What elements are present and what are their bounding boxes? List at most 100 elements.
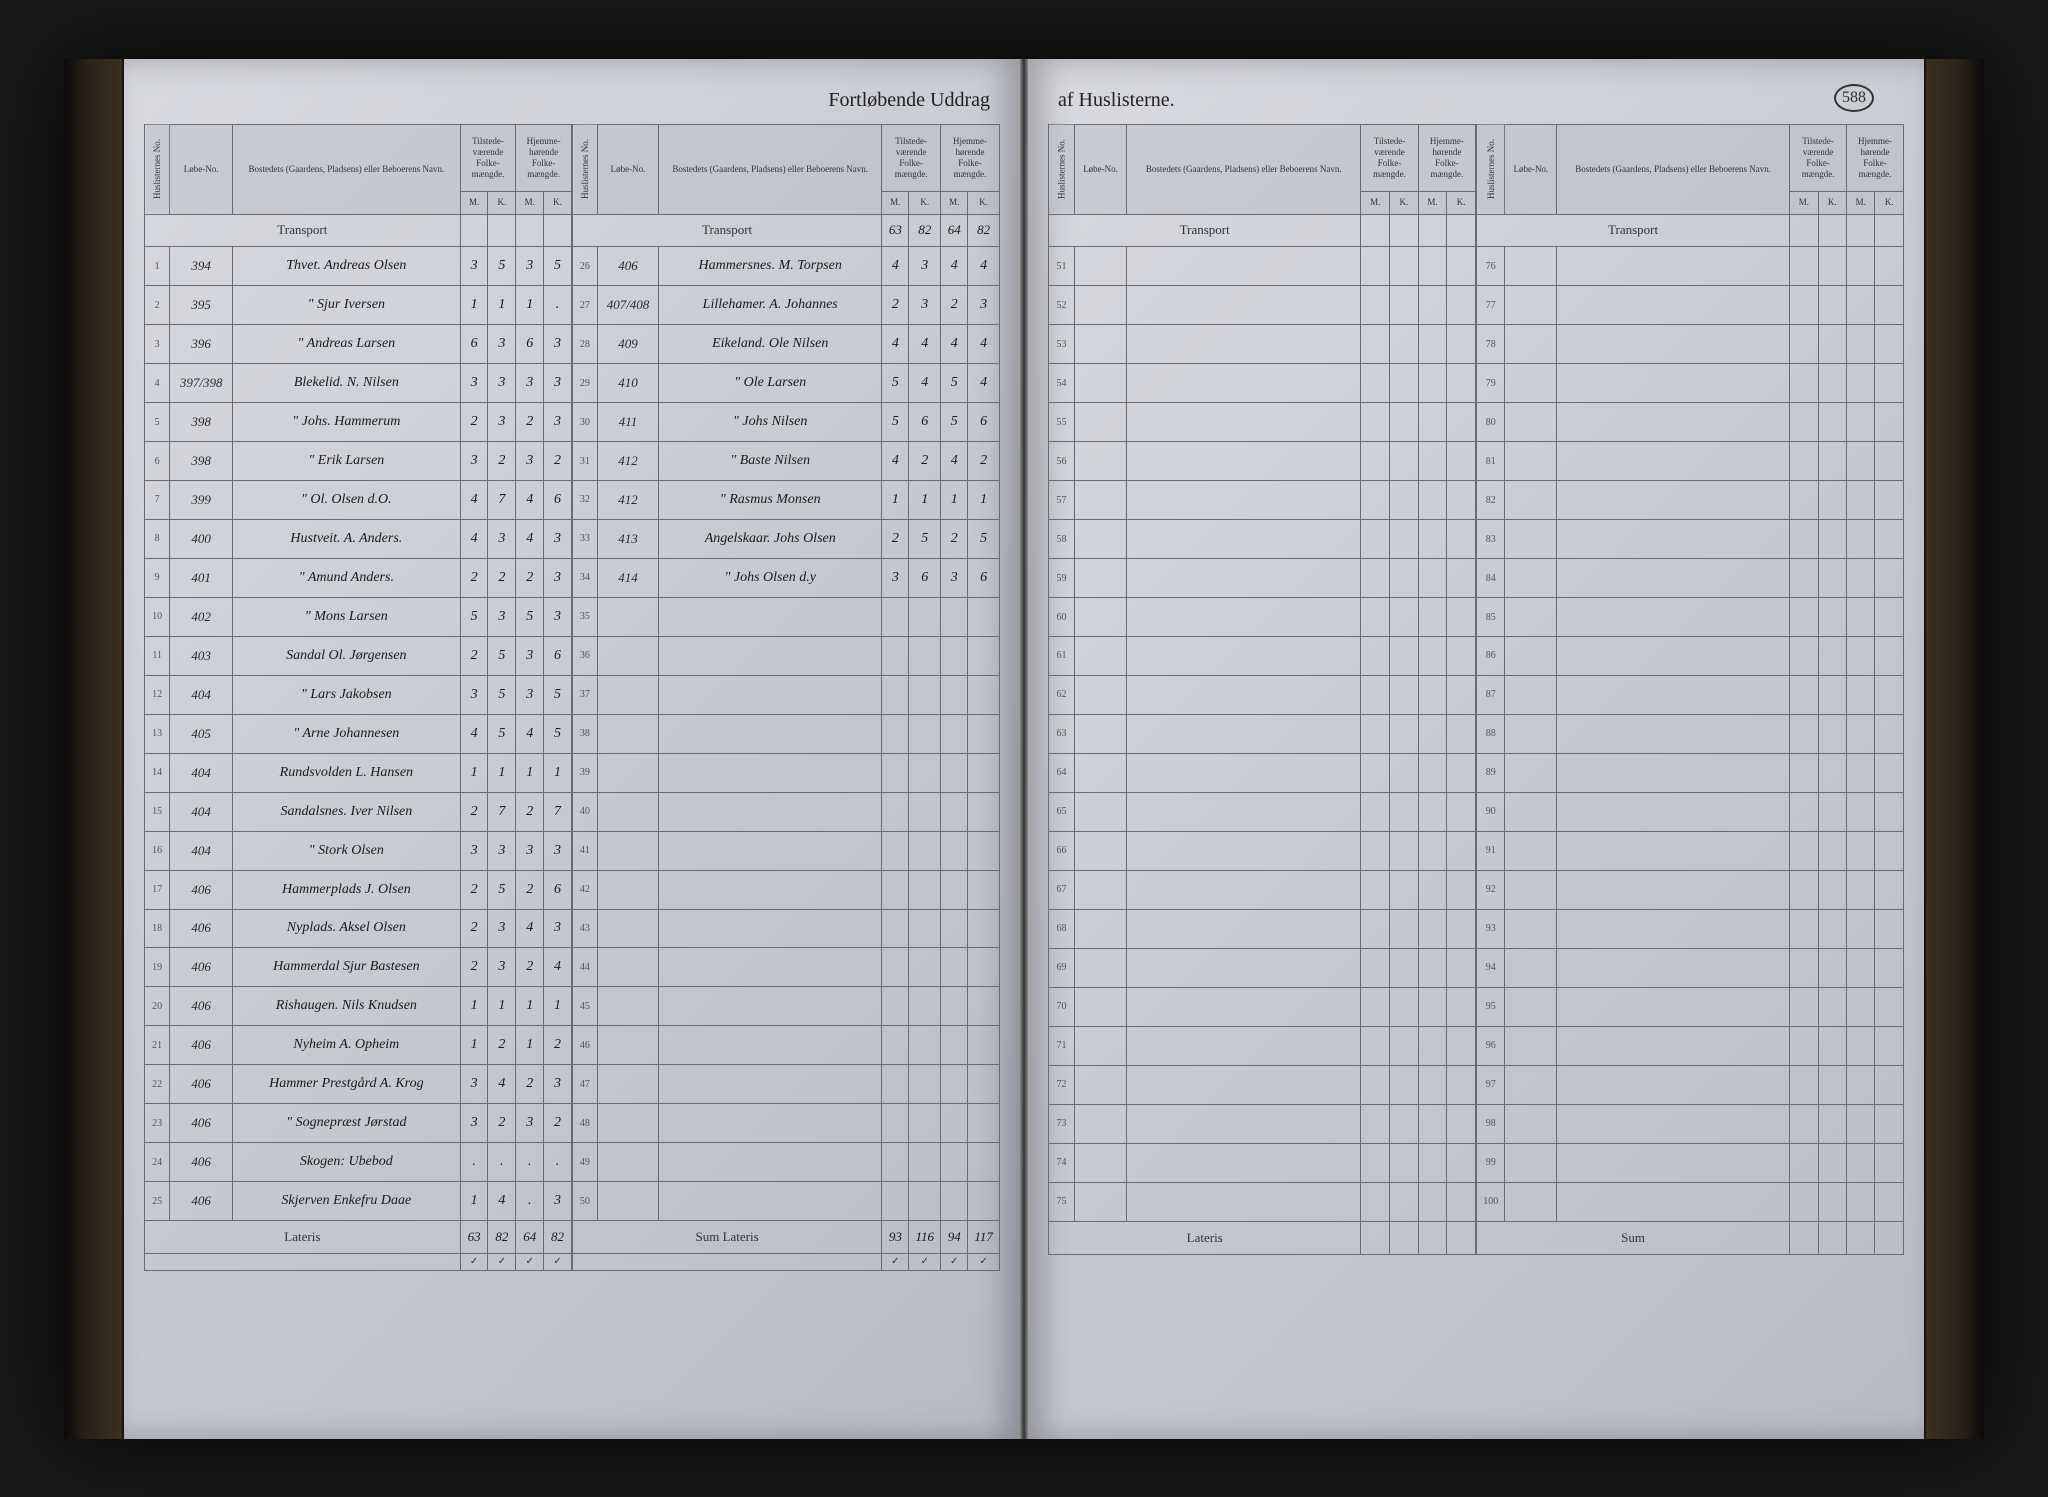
- hjemme-k: 3: [968, 286, 1000, 325]
- tilstede-k: 2: [909, 442, 941, 481]
- lateris-row-label: Lateris: [1049, 1221, 1361, 1254]
- row-number: 5: [145, 403, 170, 442]
- tilstede-k: [909, 987, 941, 1026]
- col-k2: K.: [1447, 192, 1476, 214]
- lobe-no: 404: [170, 792, 233, 831]
- page-number: 588: [1834, 84, 1874, 112]
- row-number: 30: [573, 403, 598, 442]
- place-name: [659, 1026, 882, 1065]
- hjemme-m: [941, 987, 968, 1026]
- tilstede-m: 3: [460, 247, 488, 286]
- row-number: 57: [1049, 481, 1075, 520]
- row-number: 49: [573, 1143, 598, 1182]
- tilstede-m: 2: [882, 519, 909, 558]
- tilstede-m: 1: [460, 1026, 488, 1065]
- place-name: [659, 870, 882, 909]
- row-number: 71: [1049, 1026, 1075, 1065]
- table-row: 85: [1477, 598, 1904, 637]
- lobe-no: 404: [170, 831, 233, 870]
- place-name: Skjerven Enkefru Daae: [233, 1182, 461, 1221]
- tilstede-m: 1: [460, 753, 488, 792]
- tilstede-m: 2: [460, 558, 488, 597]
- col-lobe: Løbe-No.: [1075, 124, 1127, 214]
- table-row: 23406" Sognepræst Jørstad3232: [145, 1104, 572, 1143]
- hjemme-k: 3: [544, 364, 572, 403]
- lateris-val: 63: [460, 1221, 488, 1254]
- lobe-no: [597, 1065, 658, 1104]
- hjemme-m: [941, 597, 968, 636]
- table-row: 53: [1049, 325, 1476, 364]
- row-number: 19: [145, 948, 170, 987]
- lateris-row-label: Lateris: [145, 1221, 461, 1254]
- place-name: Rundsvolden L. Hansen: [233, 753, 461, 792]
- row-number: 40: [573, 792, 598, 831]
- tilstede-k: 4: [909, 364, 941, 403]
- table-row: 9401" Amund Anders.2223: [145, 558, 572, 597]
- table-row: 17406Hammerplads J. Olsen2526: [145, 870, 572, 909]
- row-number: 21: [145, 1026, 170, 1065]
- hjemme-k: 6: [544, 636, 572, 675]
- place-name: " Sjur Iversen: [233, 286, 461, 325]
- place-name: [659, 1143, 882, 1182]
- ledger-table-left-1: Huslisternes No. Løbe-No. Bostedets (Gaa…: [144, 124, 572, 1271]
- row-number: 48: [573, 1104, 598, 1143]
- place-name: Thvet. Andreas Olsen: [233, 247, 461, 286]
- hjemme-k: 2: [968, 442, 1000, 481]
- tilstede-k: 3: [488, 831, 516, 870]
- tilstede-m: [882, 909, 909, 948]
- hjemme-m: 3: [941, 558, 968, 597]
- row-number: 87: [1477, 675, 1505, 714]
- transport-val: [460, 214, 488, 247]
- hjemme-k: [968, 1026, 1000, 1065]
- col-m1: M.: [882, 192, 909, 214]
- hjemme-k: 3: [544, 597, 572, 636]
- page-gutter: [1020, 59, 1028, 1439]
- col-m2: M.: [516, 192, 544, 214]
- tick-mark: ✓: [909, 1253, 941, 1270]
- col-hjemme: Hjemme-hørende Folke-mængde.: [1418, 124, 1475, 192]
- place-name: Nyplads. Aksel Olsen: [233, 909, 461, 948]
- row-number: 94: [1477, 948, 1505, 987]
- row-number: 22: [145, 1065, 170, 1104]
- lobe-no: [597, 870, 658, 909]
- lobe-no: [597, 909, 658, 948]
- lobe-no: 414: [597, 558, 658, 597]
- transport-val: [516, 214, 544, 247]
- hjemme-k: 3: [544, 909, 572, 948]
- tilstede-m: 1: [460, 987, 488, 1026]
- lobe-no: 406: [170, 870, 233, 909]
- lateris-val: 93: [882, 1221, 909, 1254]
- tilstede-m: [882, 714, 909, 753]
- lobe-no: 398: [170, 403, 233, 442]
- lobe-no: 413: [597, 519, 658, 558]
- tilstede-k: 4: [488, 1182, 516, 1221]
- lobe-no: 406: [170, 948, 233, 987]
- hjemme-k: 6: [968, 558, 1000, 597]
- header-title-left: Fortløbende Uddrag: [144, 89, 1000, 112]
- lobe-no: 400: [170, 519, 233, 558]
- table-row: 40: [573, 792, 1000, 831]
- tilstede-k: 2: [488, 1104, 516, 1143]
- place-name: " Mons Larsen: [233, 597, 461, 636]
- table-row: 13405" Arne Johannesen4545: [145, 714, 572, 753]
- lobe-no: [597, 1104, 658, 1143]
- tick-mark: ✓: [968, 1253, 1000, 1270]
- col-k2: K.: [1875, 192, 1904, 214]
- row-number: 91: [1477, 831, 1505, 870]
- hjemme-k: [968, 1065, 1000, 1104]
- place-name: Hustveit. A. Anders.: [233, 519, 461, 558]
- ledger-body-left-2: Transport6382648226406Hammersnes. M. Tor…: [573, 214, 1000, 1270]
- table-row: 29410" Ole Larsen5454: [573, 364, 1000, 403]
- hjemme-k: 3: [544, 519, 572, 558]
- hjemme-m: 5: [516, 597, 544, 636]
- place-name: " Amund Anders.: [233, 558, 461, 597]
- row-number: 31: [573, 442, 598, 481]
- table-row: 80: [1477, 403, 1904, 442]
- hjemme-k: 5: [544, 247, 572, 286]
- hjemme-m: 3: [516, 442, 544, 481]
- hjemme-m: 2: [516, 948, 544, 987]
- hjemme-k: 2: [544, 442, 572, 481]
- hjemme-m: 1: [516, 987, 544, 1026]
- row-number: 41: [573, 831, 598, 870]
- book-binding-right: [1924, 59, 1984, 1439]
